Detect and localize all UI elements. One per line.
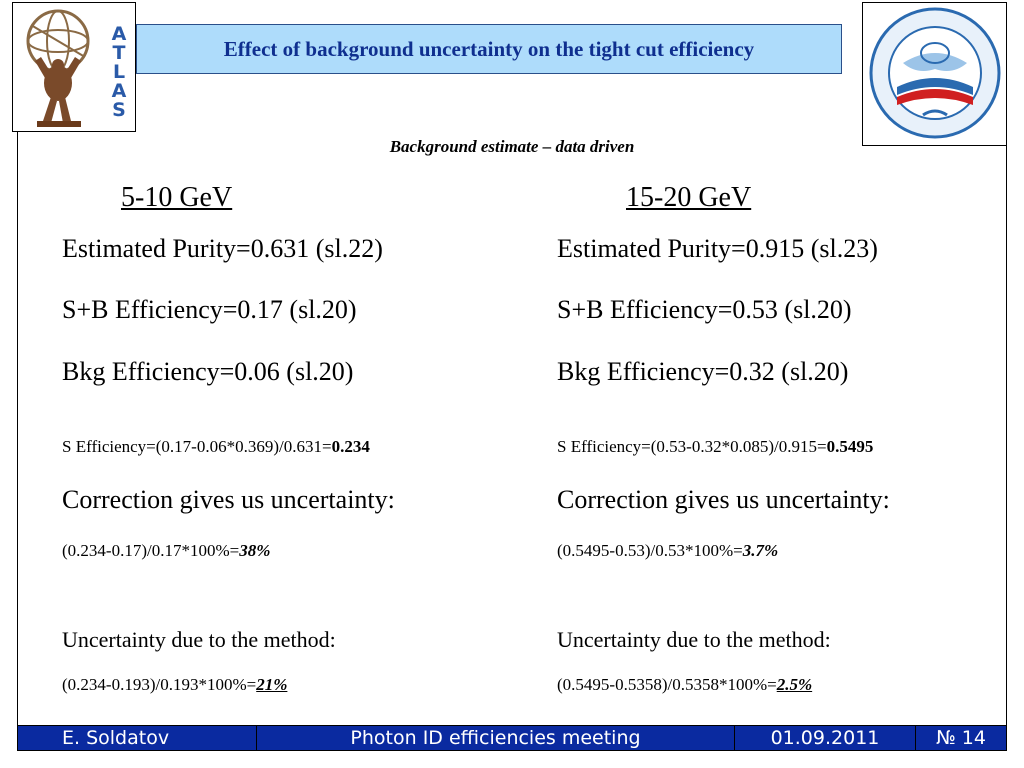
s-efficiency-value: 0.234 <box>331 437 370 456</box>
correction-formula-text: (0.234-0.17)/0.17*100%= <box>62 541 240 560</box>
bkg-efficiency: Bkg Efficiency=0.32 (sl.20) <box>557 357 849 386</box>
sb-efficiency: S+B Efficiency=0.17 (sl.20) <box>62 295 357 324</box>
atlas-figure-icon <box>26 9 90 127</box>
correction-value: 38% <box>239 541 271 560</box>
frame-left-border <box>17 131 18 725</box>
title-bar: Effect of background uncertainty on the … <box>136 24 842 74</box>
footer-bar: E. Soldatov Photon ID efficiencies meeti… <box>17 725 1007 751</box>
atlas-letter: A <box>111 80 127 102</box>
correction-formula-text: (0.5495-0.53)/0.53*100%= <box>557 541 743 560</box>
energy-range-heading: 15-20 GeV <box>626 182 752 213</box>
subtitle: Background estimate – data driven <box>389 137 635 156</box>
footer-author: E. Soldatov <box>18 726 257 750</box>
correction-value: 3.7% <box>742 541 779 560</box>
atlas-letter: S <box>112 99 126 121</box>
mephi-seal-icon <box>869 7 1001 139</box>
correction-label: Correction gives us uncertainty: <box>557 485 890 514</box>
footer-meeting: Photon ID efficiencies meeting <box>257 726 735 750</box>
s-efficiency: S Efficiency=(0.53-0.32*0.085)/0.915=0.5… <box>557 437 873 457</box>
method-label: Uncertainty due to the method: <box>557 627 831 652</box>
correction-formula: (0.234-0.17)/0.17*100%=38% <box>62 541 270 561</box>
footer-date: 01.09.2011 <box>735 726 916 750</box>
bkg-efficiency: Bkg Efficiency=0.06 (sl.20) <box>62 357 354 386</box>
estimated-purity: Estimated Purity=0.631 (sl.22) <box>62 234 383 263</box>
atlas-letters: A T L A S <box>107 25 131 120</box>
s-efficiency-value: 0.5495 <box>826 437 874 456</box>
correction-formula: (0.5495-0.53)/0.53*100%=3.7% <box>557 541 778 561</box>
atlas-letter: T <box>112 42 126 64</box>
method-formula-text: (0.234-0.193)/0.193*100%= <box>62 675 257 694</box>
footer-page-number: № 14 <box>936 727 986 749</box>
method-formula-text: (0.5495-0.5358)/0.5358*100%= <box>557 675 777 694</box>
method-value: 2.5% <box>776 675 813 694</box>
s-efficiency: S Efficiency=(0.17-0.06*0.369)/0.631=0.2… <box>62 437 370 457</box>
s-efficiency-formula: S Efficiency=(0.17-0.06*0.369)/0.631= <box>62 437 332 456</box>
page-title: Effect of background uncertainty on the … <box>223 36 755 61</box>
correction-label: Correction gives us uncertainty: <box>62 485 395 514</box>
atlas-letter: A <box>111 23 127 45</box>
method-value: 21% <box>256 675 288 694</box>
frame-right-border <box>1006 145 1007 725</box>
estimated-purity: Estimated Purity=0.915 (sl.23) <box>557 234 878 263</box>
method-label: Uncertainty due to the method: <box>62 627 336 652</box>
s-efficiency-formula: S Efficiency=(0.53-0.32*0.085)/0.915= <box>557 437 827 456</box>
sb-efficiency: S+B Efficiency=0.53 (sl.20) <box>557 295 852 324</box>
atlas-logo: A T L A S <box>12 2 136 132</box>
energy-range-heading: 5-10 GeV <box>121 182 233 213</box>
method-formula: (0.5495-0.5358)/0.5358*100%=2.5% <box>557 675 812 695</box>
mephi-logo <box>862 2 1007 146</box>
atlas-letter: L <box>112 61 126 83</box>
method-formula: (0.234-0.193)/0.193*100%=21% <box>62 675 287 695</box>
